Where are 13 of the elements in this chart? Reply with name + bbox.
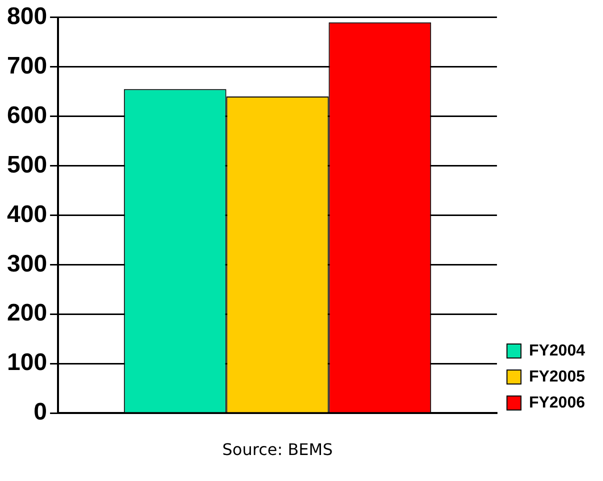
y-tick-label: 300 [6, 250, 48, 278]
y-tick-label: 500 [6, 151, 48, 178]
source-note: Source: BEMS [222, 440, 333, 460]
y-tick-label: 0 [34, 398, 48, 426]
legend-label: FY2004 [528, 342, 586, 360]
y-tick-label: 100 [6, 349, 48, 376]
y-tick-label: 800 [6, 3, 48, 30]
y-tick-label: 600 [6, 102, 48, 129]
legend-label: FY2005 [528, 368, 586, 386]
y-tick-label: 700 [6, 52, 48, 80]
y-tick-label: 400 [6, 200, 48, 228]
legend-label: FY2006 [528, 394, 586, 412]
y-tick-label: 200 [6, 300, 48, 327]
